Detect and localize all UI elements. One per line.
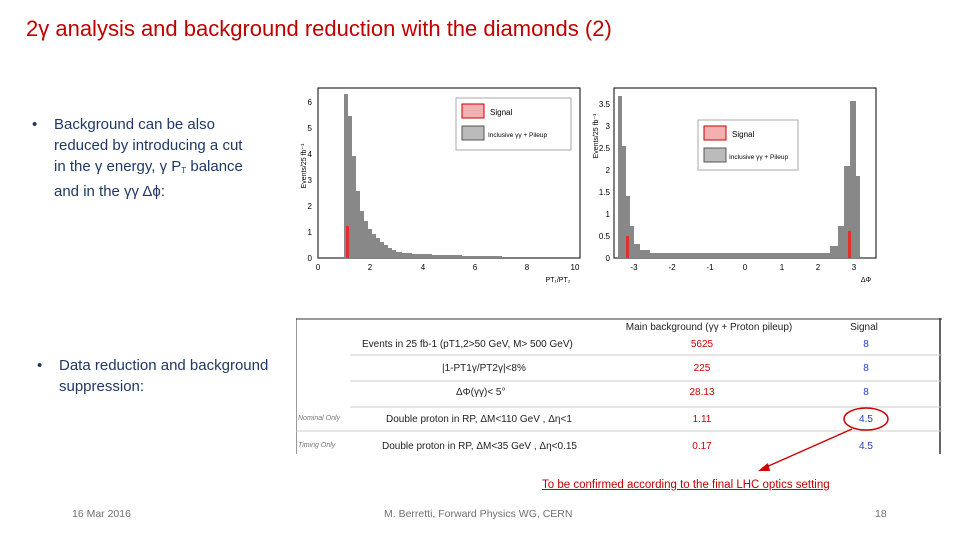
plot-frame <box>613 87 877 259</box>
y-tick: 3 <box>308 176 313 185</box>
bullet-symbol: • <box>37 357 43 374</box>
bullet-text: Background can be also reduced by introd… <box>54 116 243 175</box>
arrow-head <box>758 463 770 471</box>
y-tick: 6 <box>308 98 313 107</box>
row-signal-value: 4.5 <box>859 414 873 425</box>
bullet-subscript: T <box>181 166 187 175</box>
y-tick: 1 <box>308 228 313 237</box>
legend-signal: Signal <box>490 108 512 117</box>
signal-bar <box>346 226 349 258</box>
y-tick: 2 <box>308 202 313 211</box>
row-label: Double proton in RP, ΔM<110 GeV , Δη<1 <box>386 414 572 425</box>
histogram-pt-balance: Signal Inclusive γγ + Pileup Events/25 f… <box>296 86 586 286</box>
x-tick: -3 <box>630 263 638 272</box>
row-tag: Timing Only <box>298 442 336 449</box>
bullet-text: Data reduction and background suppressio… <box>59 357 269 395</box>
signal-bar <box>626 236 629 258</box>
x-tick: -1 <box>706 263 714 272</box>
y-tick: 3.5 <box>599 100 611 109</box>
histogram-delta-phi: Signal Inclusive γγ + Pileup Events/25 f… <box>592 86 882 286</box>
header-signal: Signal <box>850 322 878 333</box>
bullet-symbol: • <box>32 116 38 133</box>
row-main-value: 28.13 <box>689 387 715 398</box>
row-signal-value: 8 <box>863 387 869 398</box>
y-tick: 1 <box>606 210 611 219</box>
table-grid <box>296 318 942 454</box>
row-label: Double proton in RP, ΔM<35 GeV , Δη<0.15 <box>382 441 577 452</box>
row-main-value: 5625 <box>690 339 714 350</box>
slide-title: 2γ analysis and background reduction wit… <box>26 16 612 41</box>
histogram-bars <box>344 94 502 258</box>
bullet-background-cut: • Background can be also reduced by intr… <box>32 114 254 202</box>
x-tick: 2 <box>368 263 373 272</box>
row-main-value: 1.11 <box>692 414 712 425</box>
y-tick: 1.5 <box>599 188 611 197</box>
row-signal-value: 8 <box>863 363 869 374</box>
x-tick: 2 <box>816 263 821 272</box>
bullet-data-reduction: • Data reduction and background suppress… <box>37 355 289 397</box>
legend-background: Inclusive γγ + Pileup <box>488 132 547 139</box>
y-axis-label: Events/25 fb⁻¹ <box>301 143 308 189</box>
legend-signal: Signal <box>732 130 754 139</box>
y-tick: 5 <box>308 124 313 133</box>
y-tick: 3 <box>606 122 611 131</box>
signal-bar <box>848 231 851 258</box>
legend-background: Inclusive γγ + Pileup <box>729 154 788 161</box>
x-axis-label: ΔΦ <box>861 277 872 284</box>
x-axis-label: PT₁/PT₂ <box>546 277 571 284</box>
x-tick: 0 <box>316 263 321 272</box>
header-main-background: Main background (γγ + Proton pileup) <box>625 322 793 333</box>
x-tick: 0 <box>743 263 748 272</box>
y-tick: 0.5 <box>599 232 611 241</box>
reduction-table: Main background (γγ + Proton pileup) Sig… <box>296 318 942 458</box>
footer-page-number: 18 <box>875 508 887 520</box>
row-signal-value: 4.5 <box>859 441 873 452</box>
bullet-text-after: balance and in the γγ Δϕ: <box>54 158 243 200</box>
x-tick: 10 <box>571 263 580 272</box>
row-tag: Nominal Only <box>298 415 341 422</box>
row-label: ΔΦ(γγ)< 5° <box>456 387 506 398</box>
y-tick: 0 <box>606 254 611 263</box>
footer-date: 16 Mar 2016 <box>72 508 131 520</box>
x-tick: 4 <box>421 263 426 272</box>
x-tick: -2 <box>668 263 676 272</box>
y-tick: 0 <box>308 254 313 263</box>
x-tick: 6 <box>473 263 478 272</box>
x-tick: 3 <box>852 263 857 272</box>
row-label: Events in 25 fb-1 (pT1,2>50 GeV, M> 500 … <box>362 339 573 350</box>
y-axis-label: Events/25 fb⁻¹ <box>593 113 600 159</box>
x-tick: 8 <box>525 263 530 272</box>
annotation-note: To be confirmed according to the final L… <box>542 479 830 491</box>
x-tick: 1 <box>780 263 785 272</box>
y-tick: 2 <box>606 166 611 175</box>
footer-author: M. Berretti, Forward Physics WG, CERN <box>384 508 573 520</box>
histogram-bars <box>618 96 860 258</box>
row-main-value: 225 <box>693 363 711 374</box>
y-tick: 4 <box>308 150 313 159</box>
row-main-value: 0.17 <box>692 441 712 452</box>
y-tick: 2.5 <box>599 144 611 153</box>
row-label: |1-PT1γ/PT2γ|<8% <box>442 363 526 374</box>
row-signal-value: 8 <box>863 339 869 350</box>
